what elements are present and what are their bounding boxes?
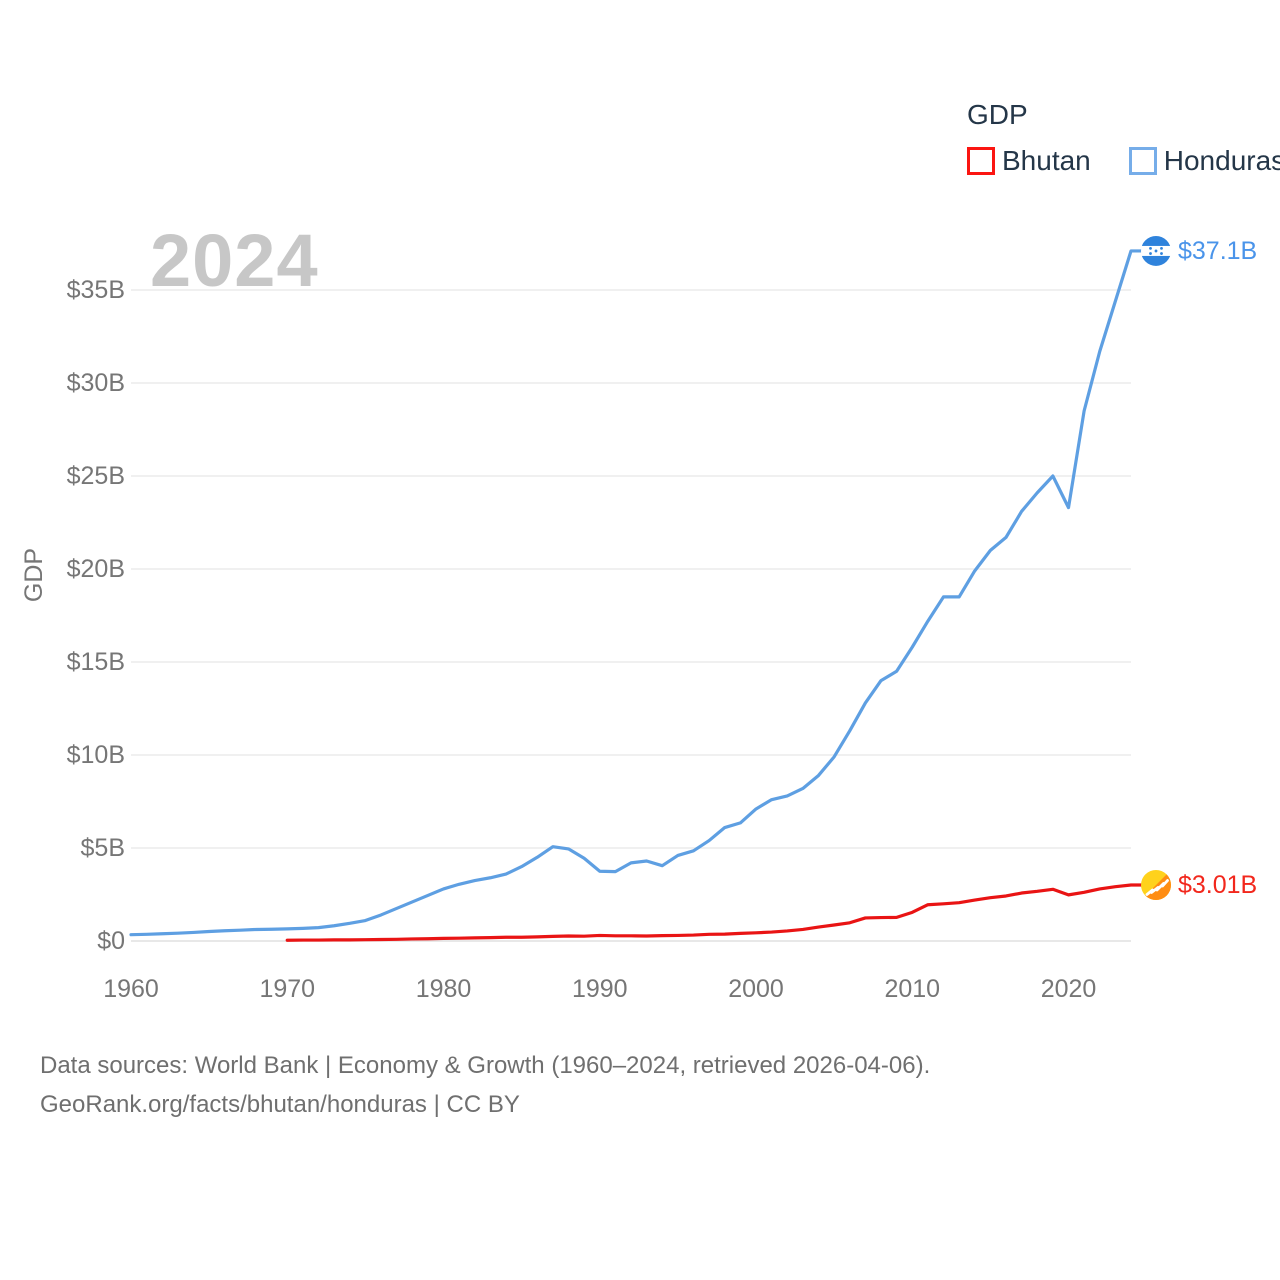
gridlines <box>131 289 1131 942</box>
legend-item-bhutan[interactable]: Bhutan <box>967 145 1091 177</box>
honduras-flag-icon <box>1141 235 1171 266</box>
x-tick-label: 1990 <box>571 975 628 1003</box>
legend-label-bhutan: Bhutan <box>1002 145 1091 176</box>
bhutan-swatch-icon <box>967 147 995 175</box>
legend: GDP Bhutan Honduras <box>967 99 1280 177</box>
legend-label-honduras: Honduras <box>1163 145 1280 176</box>
x-tick-label: 2000 <box>728 975 784 1003</box>
y-tick-label: $30B <box>66 369 125 397</box>
y-tick-label: $35B <box>66 276 125 304</box>
footer-attribution-line: GeoRank.org/facts/bhutan/honduras | CC B… <box>40 1091 520 1118</box>
x-tick-label: 1970 <box>259 975 316 1003</box>
x-tick-label: 2020 <box>1040 975 1097 1003</box>
legend-title: GDP <box>967 99 1028 130</box>
honduras-line[interactable] <box>129 249 1158 937</box>
y-tick-label: $5B <box>80 834 125 862</box>
footer-sources-line: Data sources: World Bank | Economy & Gro… <box>40 1052 931 1079</box>
bhutan-flag-icon <box>1141 870 1171 901</box>
x-tick-label: 1960 <box>103 975 159 1003</box>
y-tick-label: $10B <box>66 741 125 769</box>
x-tick-label: 2010 <box>884 975 941 1003</box>
y-tick-label: $15B <box>66 648 125 676</box>
honduras-value-label: $37.1B <box>1178 236 1258 265</box>
honduras-swatch-icon <box>1128 147 1157 175</box>
y-tick-label: $25B <box>66 462 125 490</box>
year-watermark: 2024 <box>150 219 319 302</box>
bhutan-value-label: $3.01B <box>1178 871 1258 899</box>
bhutan-line[interactable] <box>285 883 1158 942</box>
series-lines <box>129 249 1158 942</box>
y-tick-label: $0 <box>97 927 125 955</box>
y-tick-label: $20B <box>66 555 125 583</box>
footer: Data sources: World Bank | Economy & Gro… <box>40 1046 930 1124</box>
x-tick-label: 1980 <box>415 975 472 1003</box>
legend-item-honduras[interactable]: Honduras <box>1128 145 1280 177</box>
